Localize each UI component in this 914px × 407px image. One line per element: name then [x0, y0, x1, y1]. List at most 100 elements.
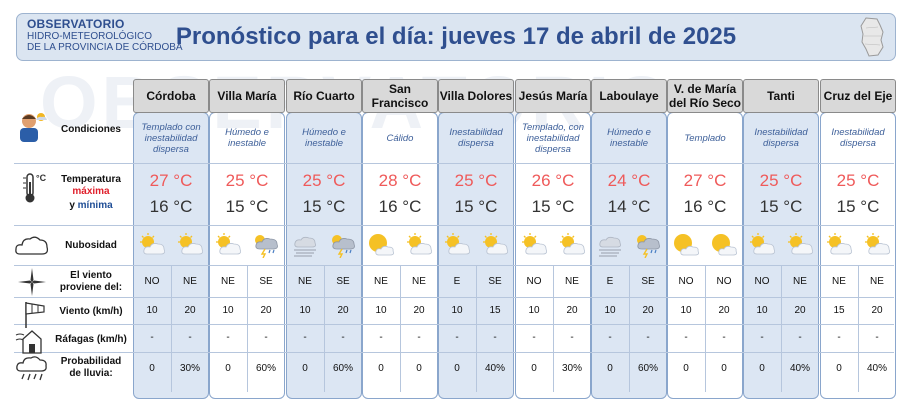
- sun-cloud-icon: [862, 232, 892, 258]
- sun-cloud-icon: [480, 232, 510, 258]
- wind-direction: NE: [412, 276, 426, 287]
- rain-probability: 60%: [637, 363, 658, 374]
- rain-probability: 0: [302, 363, 308, 374]
- wind-direction: NO: [144, 276, 160, 287]
- wind-direction: SE: [488, 276, 502, 287]
- city-header: Cruz del Eje: [820, 79, 896, 113]
- viento-label-1: El viento: [70, 270, 112, 281]
- sun-cloud-icon: [785, 232, 815, 258]
- logo-title: OBSERVATORIO: [27, 17, 125, 31]
- row-label-viento-direccion: El viento proviene del:: [50, 270, 132, 294]
- gust-house-icon: [15, 330, 42, 354]
- gust-value: -: [379, 332, 383, 343]
- gust-value: -: [303, 332, 307, 343]
- wind-speed: 20: [184, 305, 196, 316]
- wind-speed: 10: [299, 305, 311, 316]
- wind-direction: SE: [641, 276, 655, 287]
- sun-cloud-big-icon: [709, 232, 739, 258]
- min-temp: 15 °C: [531, 197, 575, 216]
- rain-probability: 30%: [179, 363, 200, 374]
- max-temp: 24 °C: [607, 171, 651, 190]
- rain-probability: 0: [683, 363, 689, 374]
- min-temp: 15 °C: [836, 197, 880, 216]
- wind-direction: SE: [259, 276, 273, 287]
- min-temp: 16 °C: [378, 197, 422, 216]
- temperatura-label: Temperatura: [61, 174, 121, 185]
- wind-direction: NE: [565, 276, 579, 287]
- sun-cloud-icon: [824, 232, 854, 258]
- max-temp: 27 °C: [683, 171, 727, 190]
- fog-icon: [595, 232, 625, 258]
- sun-cloud-icon: [442, 232, 472, 258]
- wind-speed: 10: [680, 305, 692, 316]
- sun-cloud-icon: [137, 232, 167, 258]
- sun-cloud-icon: [747, 232, 777, 258]
- sun-cloud-big-icon: [366, 232, 396, 258]
- gust-value: -: [646, 332, 650, 343]
- wind-direction: NO: [678, 276, 694, 287]
- svg-text:°C: °C: [36, 173, 47, 183]
- row-divider: [14, 163, 894, 164]
- condition-text: Inestabilidad dispersa: [449, 127, 503, 149]
- row-label-temperatura: Temperatura máxima y mínima: [50, 174, 132, 212]
- gust-value: -: [264, 332, 268, 343]
- condition-text: Cálido: [386, 132, 414, 144]
- wind-direction: NE: [832, 276, 846, 287]
- viento-label-2: proviene del:: [59, 282, 123, 293]
- city-header: Jesús María: [515, 79, 591, 113]
- gust-value: -: [875, 332, 879, 343]
- sun-cloud-icon: [404, 232, 434, 258]
- row-label-probabilidad: Probabilidad de lluvia:: [50, 356, 132, 380]
- cell-divider: [553, 266, 554, 392]
- wind-speed: 20: [337, 305, 349, 316]
- gust-value: -: [341, 332, 345, 343]
- condition-text: Húmedo e inestable: [302, 127, 346, 149]
- wind-speed: 20: [794, 305, 806, 316]
- sun-cloud-big-icon: [671, 232, 701, 258]
- wind-speed: 20: [871, 305, 883, 316]
- storm-icon: [328, 232, 358, 259]
- max-temp: 28 °C: [378, 171, 422, 190]
- gust-value: -: [226, 332, 230, 343]
- wind-direction: NO: [716, 276, 732, 287]
- rain-probability: 0: [721, 363, 727, 374]
- rain-probability: 0: [225, 363, 231, 374]
- minima-label: mínima: [77, 200, 113, 211]
- row-divider: [14, 324, 894, 325]
- gust-value: -: [150, 332, 154, 343]
- row-divider: [14, 297, 894, 298]
- city-header: Villa María: [209, 79, 285, 113]
- y-label: y: [69, 200, 75, 211]
- row-divider: [14, 225, 894, 226]
- gust-value: -: [188, 332, 192, 343]
- sun-cloud-icon: [557, 232, 587, 258]
- gust-value: -: [798, 332, 802, 343]
- rain-probability: 60%: [332, 363, 353, 374]
- row-label-nubosidad: Nubosidad: [65, 240, 117, 251]
- gust-value: -: [455, 332, 459, 343]
- gust-value: -: [493, 332, 497, 343]
- condition-text: Inestabilidad dispersa: [754, 127, 808, 149]
- wind-speed: 10: [756, 305, 768, 316]
- rain-probability: 40%: [789, 363, 810, 374]
- condition-text: Húmedo e inestable: [225, 127, 269, 149]
- cell-divider: [858, 266, 859, 392]
- thermometer-icon: °C: [23, 173, 47, 203]
- max-temp: 25 °C: [836, 171, 880, 190]
- wind-direction: NO: [754, 276, 770, 287]
- row-divider: [14, 265, 894, 266]
- min-temp: 15 °C: [454, 197, 498, 216]
- max-temp: 25 °C: [302, 171, 346, 190]
- city-header: V. de María del Río Seco: [667, 79, 743, 113]
- row-divider: [14, 352, 894, 353]
- max-temp: 25 °C: [454, 171, 498, 190]
- cloud-icon: [15, 236, 49, 255]
- compass-icon: [18, 268, 46, 296]
- city-header: Laboulaye: [591, 79, 667, 113]
- condition-text: Templado: [684, 132, 726, 144]
- rain-probability: 0: [607, 363, 613, 374]
- wind-direction: E: [606, 276, 614, 287]
- storm-icon: [633, 232, 663, 259]
- max-temp: 26 °C: [531, 171, 575, 190]
- sun-cloud-icon: [175, 232, 205, 258]
